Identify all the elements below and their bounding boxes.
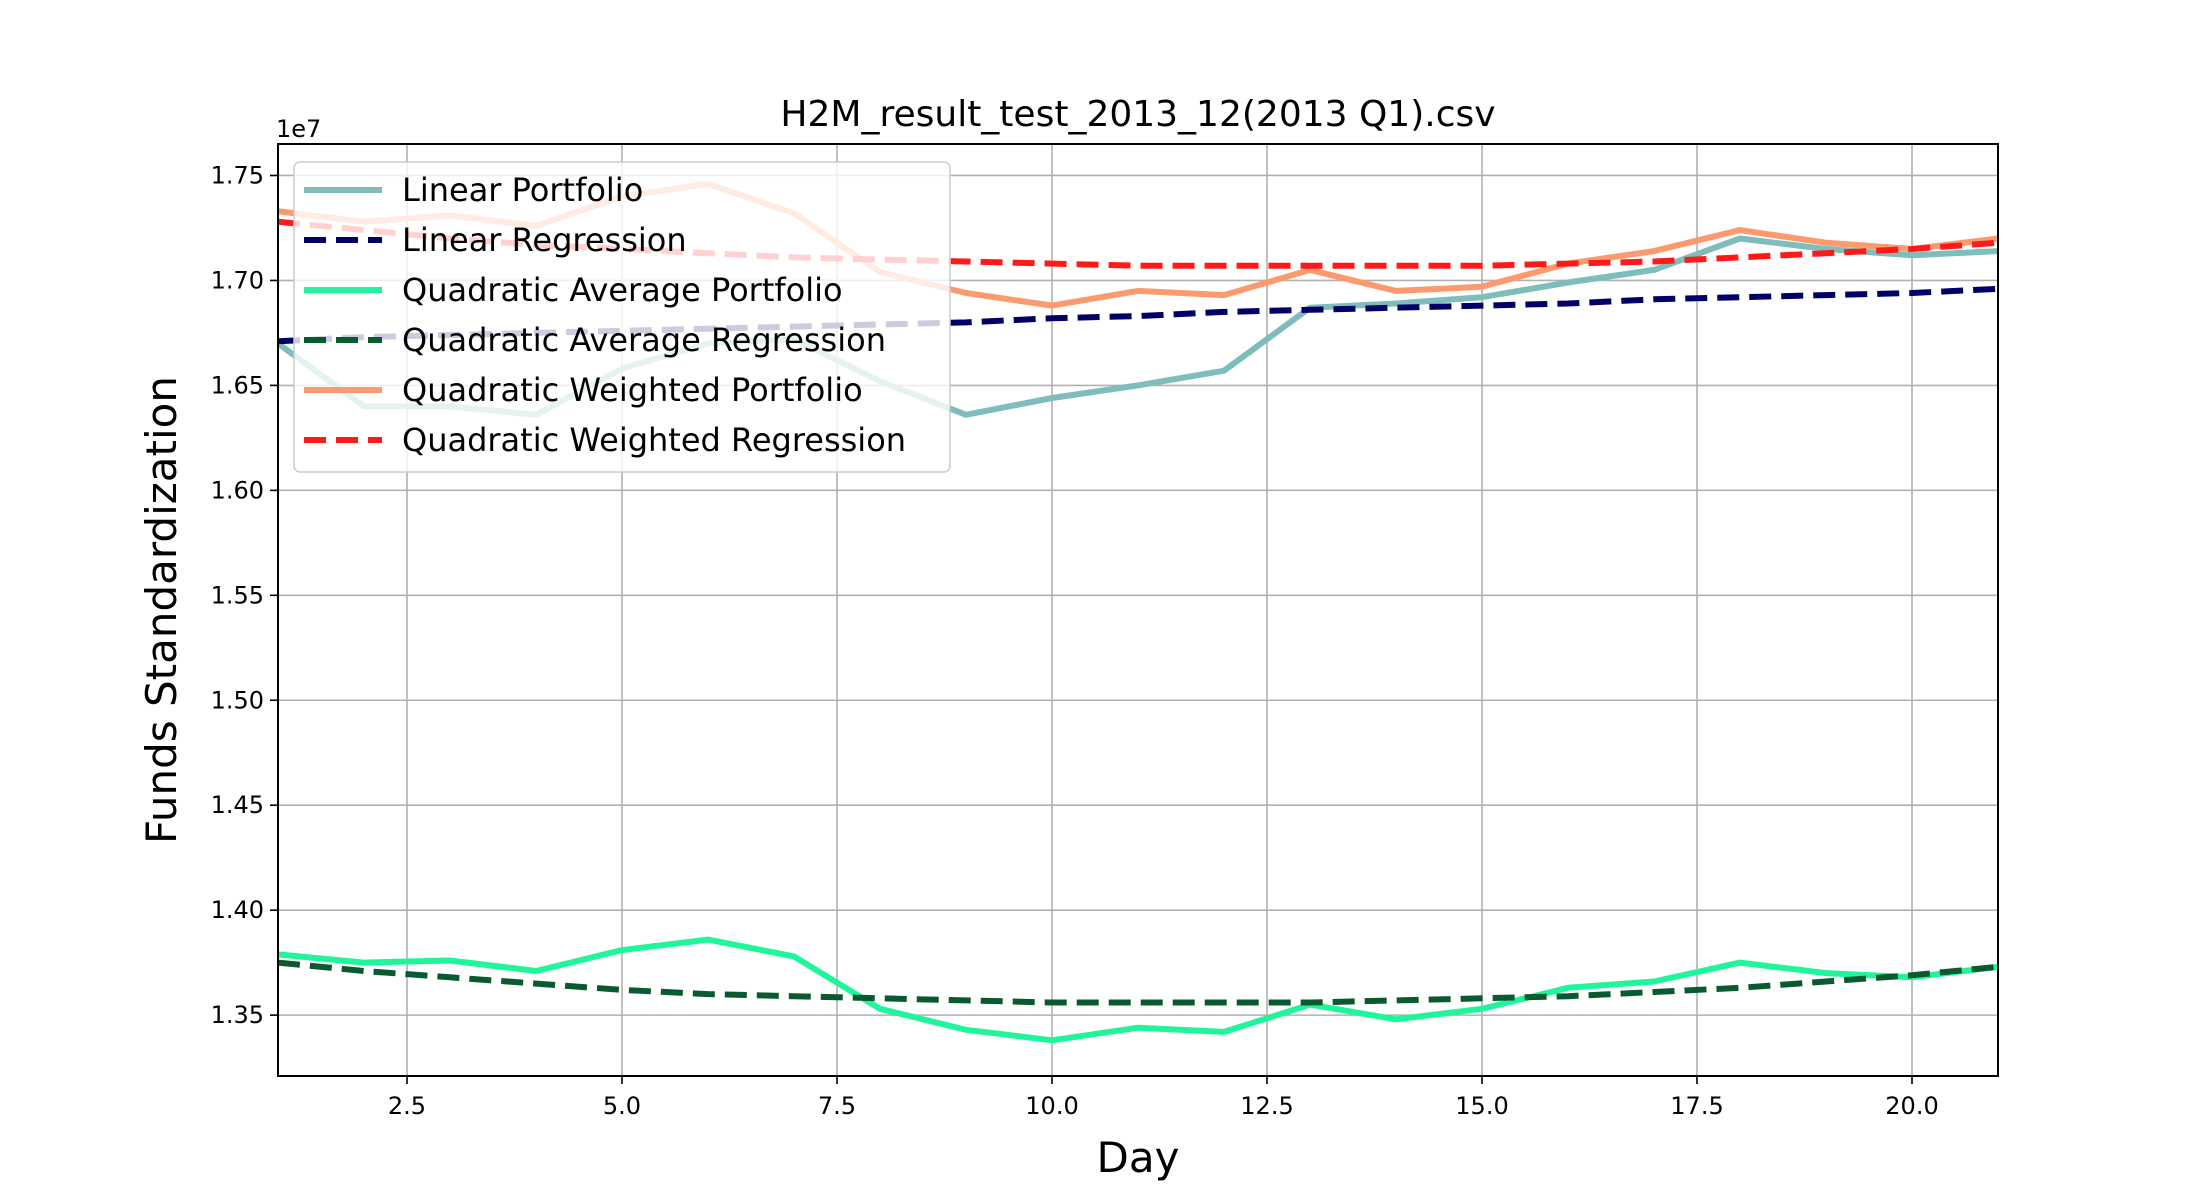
legend-label: Quadratic Weighted Regression (402, 421, 906, 459)
x-tick-label: 20.0 (1885, 1092, 1938, 1120)
x-tick-label: 2.5 (388, 1092, 426, 1120)
x-tick-label: 10.0 (1025, 1092, 1078, 1120)
y-tick-label: 1.75 (211, 161, 264, 189)
series-line-quadratic-average-portfolio (278, 936, 1998, 1044)
y-tick-label: 1.40 (211, 896, 264, 924)
y-tick-label: 1.55 (211, 581, 264, 609)
chart-title: H2M_result_test_2013_12(2013 Q1).csv (780, 94, 1495, 135)
x-axis-ticks: 2.5 5.0 7.5 10.0 12.5 15.0 17.5 20.0 (388, 1076, 1939, 1120)
x-tick-label: 17.5 (1670, 1092, 1723, 1120)
legend-label: Quadratic Weighted Portfolio (402, 371, 863, 409)
x-tick-label: 15.0 (1455, 1092, 1508, 1120)
legend-label: Linear Regression (402, 221, 687, 259)
x-tick-label: 5.0 (603, 1092, 641, 1120)
legend: Linear Portfolio Linear Regression Quadrat… (293, 161, 951, 473)
y-tick-label: 1.35 (211, 1001, 264, 1029)
x-axis-label: Day (1097, 1133, 1180, 1182)
x-tick-label: 7.5 (818, 1092, 856, 1120)
legend-box (293, 161, 951, 473)
y-tick-label: 1.70 (211, 266, 264, 294)
y-tick-label: 1.60 (211, 476, 264, 504)
y-offset-label: 1e7 (276, 115, 321, 143)
x-tick-label: 12.5 (1240, 1092, 1293, 1120)
legend-label: Quadratic Average Portfolio (402, 271, 843, 309)
legend-label: Quadratic Average Regression (402, 321, 886, 359)
y-axis-ticks: 1.35 1.40 1.45 1.50 1.55 1.60 1.65 1.70 1.75 (211, 161, 278, 1029)
legend-label: Linear Portfolio (402, 171, 643, 209)
y-tick-label: 1.65 (211, 371, 264, 399)
y-tick-label: 1.50 (211, 686, 264, 714)
plot-frame (277, 143, 1999, 1077)
y-axis-label: Funds Standardization (137, 376, 186, 844)
y-tick-label: 1.45 (211, 791, 264, 819)
